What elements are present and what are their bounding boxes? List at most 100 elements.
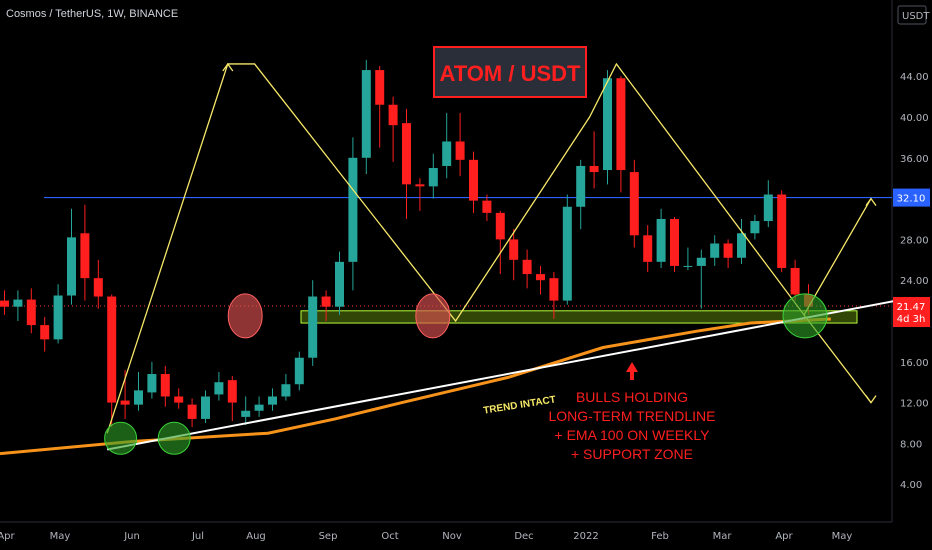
resistance-price-badge: 32.10 — [897, 194, 926, 205]
candle-body — [375, 70, 385, 105]
time-tick-label: Jul — [191, 531, 204, 542]
candle-body — [268, 396, 277, 405]
support-test-circle — [227, 293, 263, 339]
current-price-badge: 21.47 — [897, 302, 926, 313]
price-tick-label: 44.00 — [900, 72, 929, 83]
candle — [227, 376, 237, 421]
candle-body — [656, 219, 666, 262]
candle — [562, 194, 572, 305]
candle — [750, 214, 760, 240]
candle — [80, 204, 90, 301]
candle — [415, 178, 425, 211]
candle-body — [723, 243, 733, 258]
time-tick-label: Mar — [713, 531, 733, 542]
price-tick-label: 16.00 — [900, 358, 929, 369]
candle-body — [321, 296, 331, 307]
candle — [375, 66, 385, 148]
candle — [670, 216, 679, 273]
candle — [603, 70, 612, 185]
candle-body — [281, 384, 291, 397]
candle — [656, 208, 666, 268]
price-tick-label: 24.00 — [900, 276, 929, 287]
candle — [93, 259, 103, 309]
candle — [683, 247, 693, 270]
candle-body — [254, 404, 264, 411]
price-tick-label: 8.00 — [900, 439, 922, 450]
candle-body — [643, 235, 653, 262]
candle — [335, 251, 344, 315]
long-term-trendline — [107, 299, 897, 451]
candle — [174, 388, 184, 409]
candle — [107, 294, 117, 428]
candle-body — [402, 123, 411, 185]
candle — [763, 180, 773, 228]
candle-body — [576, 165, 586, 207]
candle — [281, 374, 291, 401]
time-tick-label: 2022 — [573, 531, 598, 542]
support-bounce-circle — [782, 293, 828, 339]
support-bounce-circle — [157, 421, 191, 455]
price-tick-label: 4.00 — [900, 480, 922, 491]
candle-body — [683, 265, 693, 267]
price-tick-label: 40.00 — [900, 113, 929, 124]
candle — [134, 372, 143, 411]
candle — [268, 388, 277, 411]
time-tick-label: May — [832, 531, 853, 542]
candle-body — [361, 70, 371, 158]
candle-body — [201, 396, 210, 419]
ema-100-line — [0, 317, 831, 456]
candle — [388, 96, 398, 162]
resistance-price-badge-bg — [893, 188, 930, 207]
current-price-badge-bg — [893, 297, 930, 328]
price-tick-label: 12.00 — [900, 399, 929, 410]
candle-body — [415, 184, 425, 187]
candle — [643, 225, 653, 273]
candle-body — [227, 380, 237, 403]
price-tick-label: 36.00 — [900, 154, 929, 165]
candle — [522, 249, 532, 289]
candle-body — [67, 237, 76, 296]
price-tick-label: 28.00 — [900, 235, 929, 246]
candle-body — [147, 374, 157, 393]
candle — [160, 365, 170, 407]
candle-body — [710, 243, 720, 258]
candle-body — [160, 374, 170, 397]
candle-body — [455, 141, 465, 160]
candle — [201, 390, 210, 423]
candle — [629, 159, 639, 248]
time-tick-label: Feb — [651, 531, 669, 542]
candle-body — [589, 165, 599, 173]
candle-body — [107, 296, 117, 403]
candle — [0, 290, 9, 315]
bulls-annotation-line: LONG-TERM TRENDLINE — [549, 408, 716, 424]
candle — [361, 59, 371, 175]
time-tick-label: Jun — [123, 531, 140, 542]
bulls-annotation-line: + EMA 100 ON WEEKLY — [555, 427, 711, 443]
candle — [13, 290, 23, 321]
candle-body — [53, 295, 63, 340]
candle-body — [616, 78, 626, 171]
candle-body — [241, 410, 251, 417]
arrow-head-up — [865, 197, 877, 206]
currency-label: USDT — [902, 11, 930, 22]
bulls-annotation-line: + SUPPORT ZONE — [571, 446, 693, 462]
candle — [455, 112, 465, 177]
candle — [469, 151, 478, 213]
annotation-arrow-icon — [626, 362, 638, 380]
bulls-annotation-line: BULLS HOLDING — [576, 389, 688, 405]
symbol-header: Cosmos / TetherUS, 1W, BINANCE — [6, 8, 179, 20]
candle — [214, 372, 224, 401]
candle — [428, 153, 438, 199]
candle — [482, 194, 492, 222]
candle-body — [482, 200, 492, 213]
candle-body — [670, 219, 679, 266]
candle — [576, 159, 586, 230]
candle — [589, 131, 599, 189]
candle — [495, 210, 505, 275]
candle-body — [549, 278, 559, 301]
candle — [723, 239, 733, 268]
title-box — [433, 46, 587, 98]
support-test-circle — [415, 293, 451, 339]
currency-selector[interactable] — [897, 5, 927, 25]
